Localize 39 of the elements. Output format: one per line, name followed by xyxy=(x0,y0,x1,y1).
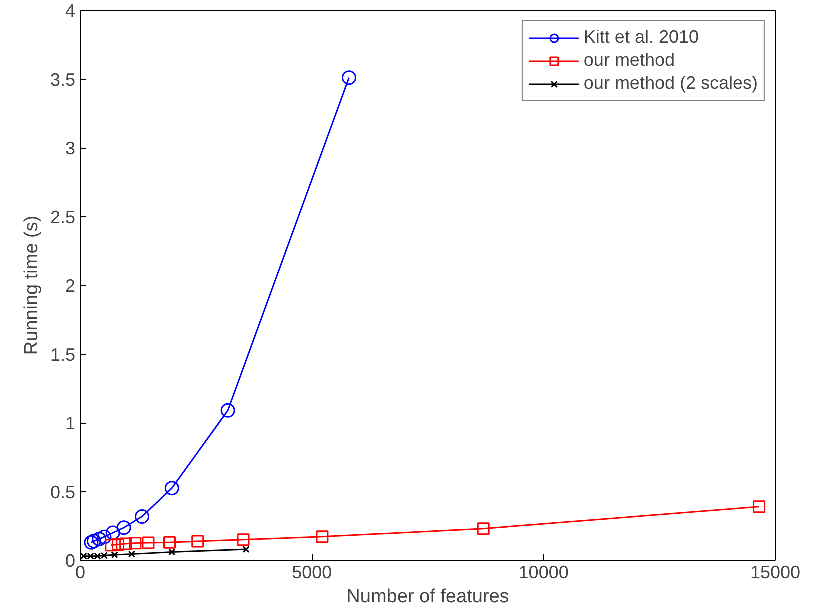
point xyxy=(342,70,356,86)
point xyxy=(111,551,118,559)
point xyxy=(316,530,329,544)
point xyxy=(477,522,490,536)
y-tick-label: 3.5 xyxy=(50,70,76,90)
point xyxy=(220,403,236,418)
y-tick-label: 4 xyxy=(65,1,76,21)
point xyxy=(116,520,132,536)
x-tick-label: 15000 xyxy=(750,562,801,582)
legend-label: Kitt et al. 2010 xyxy=(584,27,699,48)
legend-label: our method (2 scales) xyxy=(584,73,758,94)
point xyxy=(128,550,136,558)
point xyxy=(112,538,125,551)
y-axis-title: Running time (s) xyxy=(21,216,42,356)
point xyxy=(105,539,118,552)
point xyxy=(237,534,250,546)
y-tick-label: 2.5 xyxy=(50,207,76,228)
point xyxy=(135,510,150,524)
point xyxy=(120,538,132,550)
legend-label: our method xyxy=(584,50,675,71)
y-tick-label: 0.5 xyxy=(50,482,76,502)
point xyxy=(163,536,176,549)
y-tick-label: 3 xyxy=(65,138,76,158)
point xyxy=(97,530,112,544)
point xyxy=(242,546,250,554)
point xyxy=(142,536,155,550)
point xyxy=(92,532,107,546)
point xyxy=(192,535,204,548)
x-tick-label: 5000 xyxy=(292,562,332,582)
y-tick-label: 1.5 xyxy=(50,344,76,365)
x-axis-title: Number of features xyxy=(346,586,510,608)
point xyxy=(129,537,142,550)
point xyxy=(168,548,176,556)
point xyxy=(106,526,120,540)
point xyxy=(164,481,180,496)
y-tick-label: 2 xyxy=(65,276,76,296)
point xyxy=(753,500,766,514)
y-tick-label: 1 xyxy=(65,414,76,434)
x-tick-label: 10000 xyxy=(518,562,569,582)
